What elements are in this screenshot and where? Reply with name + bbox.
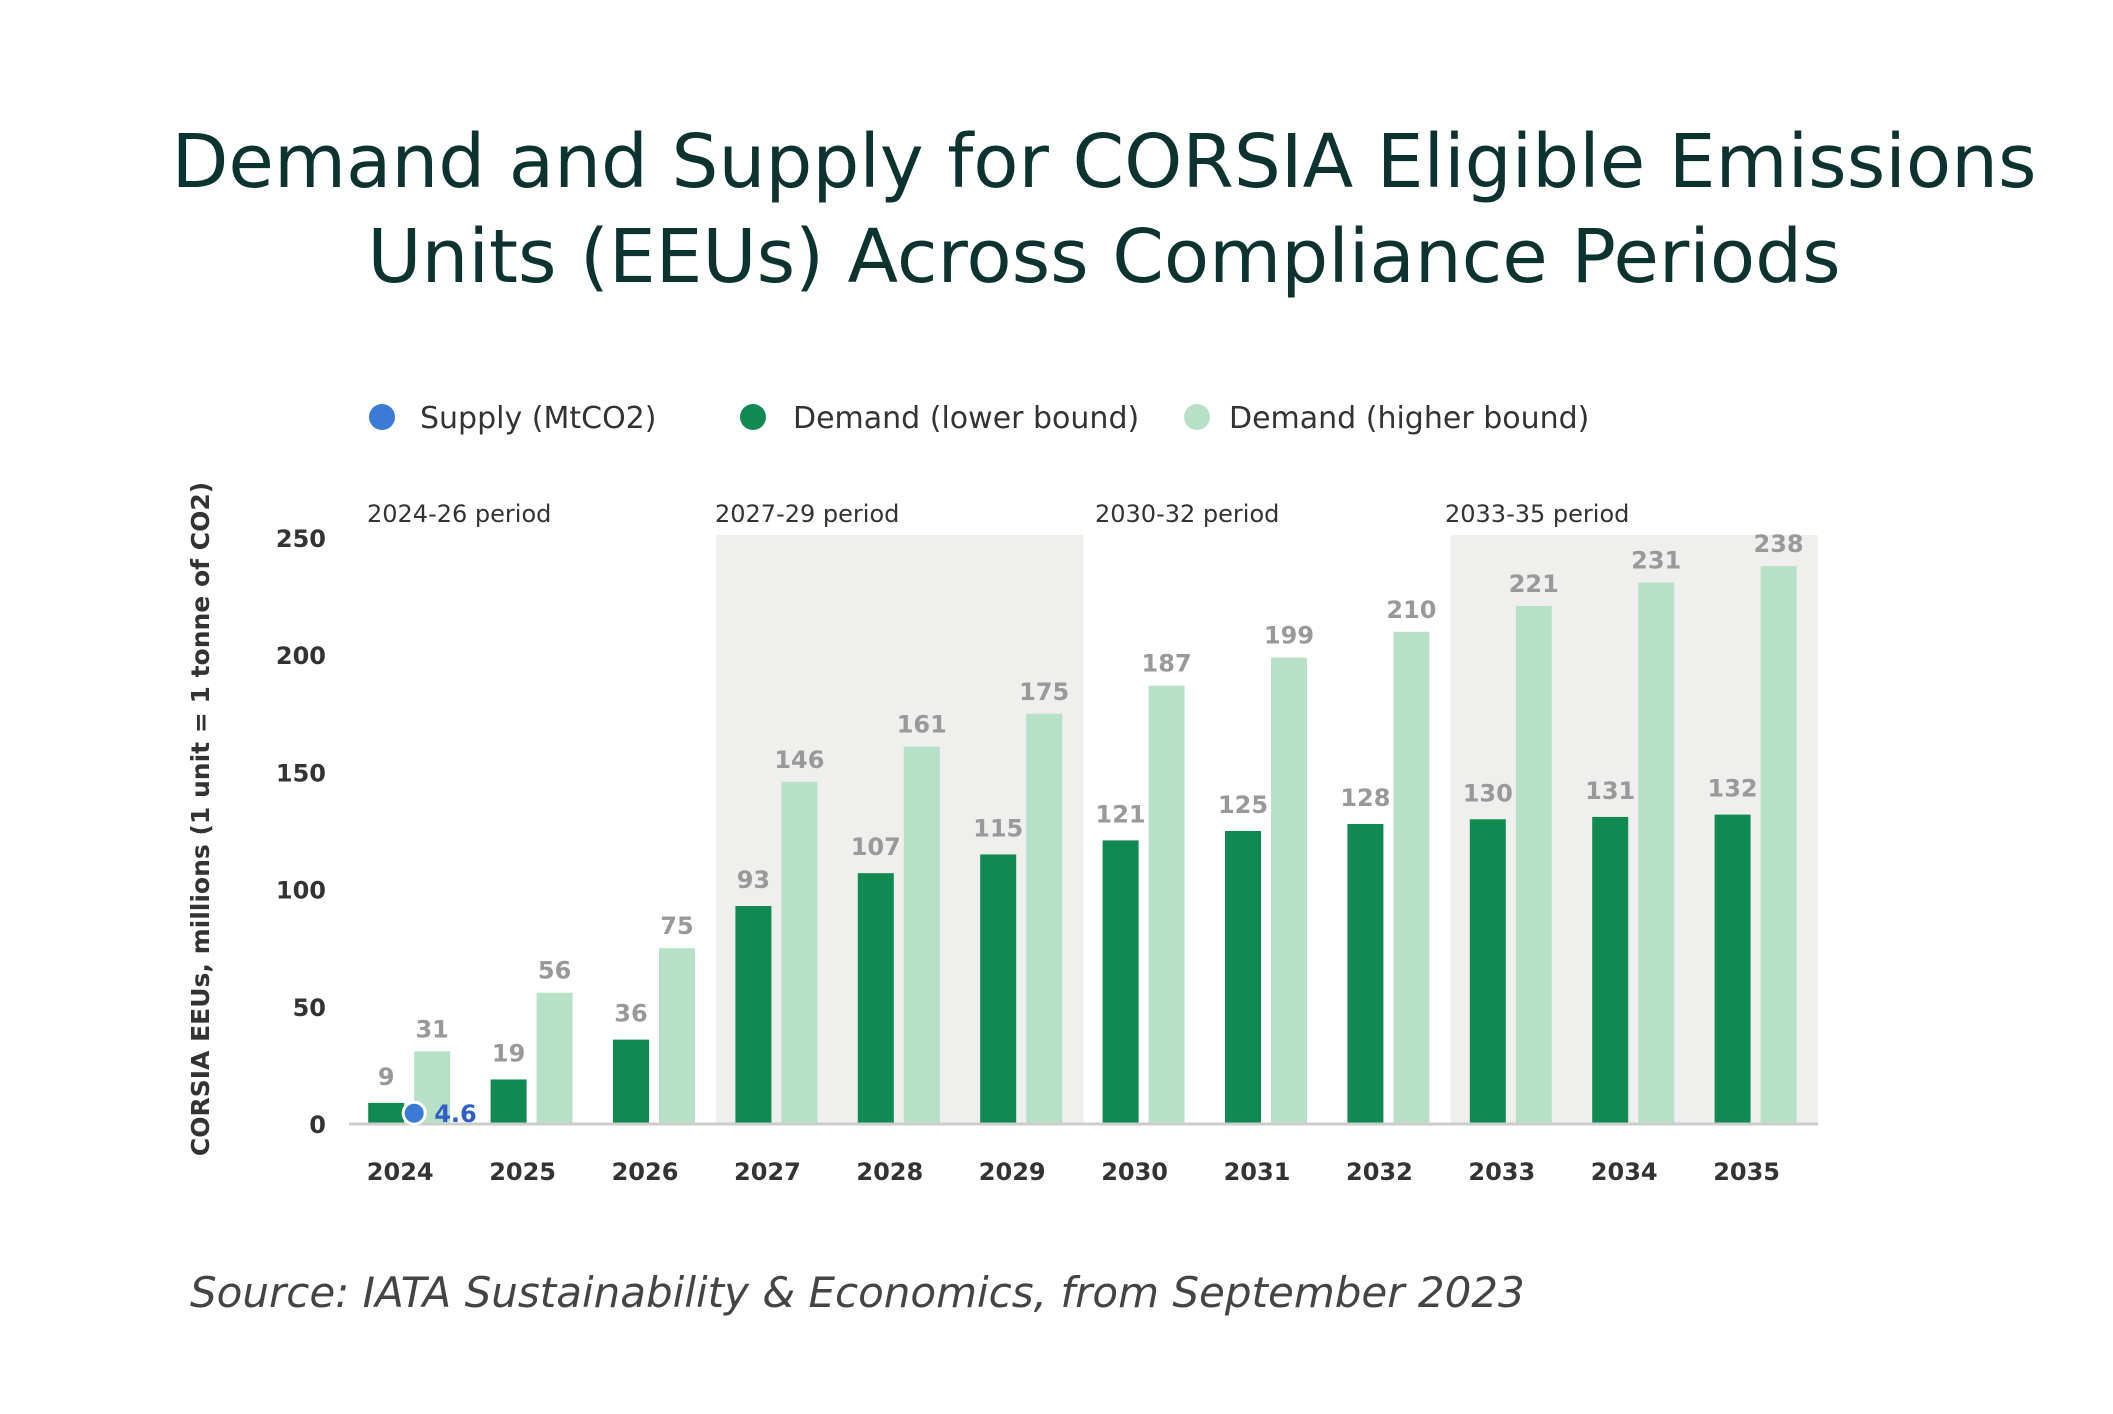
bar-higher-2033: [1515, 605, 1552, 1124]
x-tick-label: 2034: [1591, 1158, 1658, 1186]
bar-lower-2030: [1102, 840, 1139, 1124]
bar-lower-2031: [1225, 831, 1261, 1124]
supply-point-2024: [401, 1100, 427, 1126]
value-label-lower-2026: 36: [614, 1000, 647, 1028]
x-tick-label: 2025: [489, 1158, 556, 1186]
period-label-2027-29: 2027-29 period: [715, 500, 899, 528]
value-label-higher-2032: 210: [1386, 596, 1436, 624]
legend-higher-marker: [1184, 404, 1210, 430]
chart-title-line-2: Units (EEUs) Across Compliance Periods: [367, 214, 1840, 300]
legend-supply-marker: [369, 404, 395, 430]
value-label-lower-2025: 19: [492, 1039, 525, 1067]
value-label-higher-2030: 187: [1142, 650, 1192, 678]
bar-lower-2035: [1714, 814, 1751, 1124]
value-label-lower-2033: 130: [1463, 779, 1513, 807]
legend: Supply (MtCO2) Demand (lower bound) Dema…: [369, 401, 1589, 436]
value-label-lower-2024: 9: [378, 1063, 395, 1091]
x-axis-ticks: 2024 2025 2026 2027 2028 2029 2030 2031 2032 2033…: [367, 1158, 1780, 1186]
value-label-lower-2029: 115: [973, 814, 1023, 842]
value-label-lower-2034: 131: [1585, 777, 1635, 805]
period-label-2024-26: 2024-26 period: [367, 500, 551, 528]
x-tick-label: 2028: [856, 1158, 923, 1186]
bar-lower-2034: [1592, 816, 1629, 1124]
bar-higher-2026: [659, 948, 695, 1124]
x-tick-label: 2027: [734, 1158, 801, 1186]
value-label-lower-2030: 121: [1096, 800, 1146, 828]
x-tick-label: 2035: [1713, 1158, 1780, 1186]
y-tick-label: 0: [309, 1111, 326, 1139]
bar-lower-2029: [980, 854, 1017, 1124]
y-tick-label: 200: [276, 642, 326, 670]
value-label-higher-2026: 75: [660, 912, 693, 940]
period-shade-2033: [1450, 535, 1818, 1124]
bar-higher-2030: [1148, 685, 1185, 1124]
bar-higher-2028: [903, 746, 940, 1124]
value-label-lower-2035: 132: [1708, 775, 1758, 803]
period-shade-2027: [716, 535, 1084, 1124]
bar-higher-2035: [1760, 566, 1797, 1124]
source-note: Source: IATA Sustainability & Economics,…: [190, 1268, 1525, 1317]
x-tick-label: 2030: [1101, 1158, 1168, 1186]
bar-lower-2028: [857, 873, 894, 1124]
y-tick-label: 250: [276, 525, 326, 553]
value-label-higher-2035: 238: [1754, 530, 1804, 558]
x-tick-label: 2032: [1346, 1158, 1413, 1186]
x-tick-label: 2026: [612, 1158, 679, 1186]
legend-lower-label: Demand (lower bound): [793, 401, 1139, 436]
bar-higher-2031: [1271, 657, 1307, 1124]
x-tick-label: 2031: [1224, 1158, 1291, 1186]
x-tick-label: 2033: [1468, 1158, 1535, 1186]
period-label-2030-32: 2030-32 period: [1095, 500, 1279, 528]
value-label-higher-2033: 221: [1509, 570, 1559, 598]
bar-lower-2027: [735, 906, 772, 1124]
value-label-higher-2029: 175: [1019, 678, 1069, 706]
y-tick-label: 100: [276, 877, 326, 905]
supply-series: 4.6: [401, 1100, 477, 1128]
bar-lower-2024: [368, 1102, 405, 1124]
y-tick-label: 150: [276, 759, 326, 787]
value-label-higher-2025: 56: [538, 957, 571, 985]
x-tick-label: 2029: [979, 1158, 1046, 1186]
bar-lower-2025: [490, 1079, 527, 1124]
legend-higher-label: Demand (higher bound): [1229, 401, 1589, 436]
bar-lower-2032: [1347, 823, 1384, 1124]
y-axis-ticks: 0 50 100 150 200 250: [276, 525, 326, 1139]
legend-lower-marker: [740, 404, 766, 430]
value-label-higher-2024: 31: [415, 1015, 448, 1043]
bar-higher-2034: [1638, 582, 1675, 1124]
bar-higher-2032: [1393, 631, 1430, 1124]
chart-title-line-1: Demand and Supply for CORSIA Eligible Em…: [171, 119, 2036, 205]
value-label-lower-2032: 128: [1340, 784, 1390, 812]
y-axis-label: CORSIA EEUs, millions (1 unit = 1 tonne …: [186, 482, 215, 1156]
bar-lower-2026: [613, 1039, 649, 1124]
value-label-higher-2031: 199: [1264, 622, 1314, 650]
value-label-higher-2028: 161: [897, 711, 947, 739]
supply-value-label: 4.6: [434, 1100, 477, 1128]
value-label-lower-2027: 93: [737, 866, 770, 894]
value-label-higher-2034: 231: [1631, 547, 1681, 575]
period-shading: [716, 535, 1818, 1124]
bar-higher-2025: [536, 992, 573, 1124]
bars: 9 31 19 56 36 75 93 146 107 161 115 175 121 187 125 199…: [368, 530, 1804, 1124]
legend-supply-label: Supply (MtCO2): [420, 401, 656, 436]
bar-lower-2033: [1469, 819, 1506, 1124]
y-tick-label: 50: [293, 994, 326, 1022]
period-label-2033-35: 2033-35 period: [1445, 500, 1629, 528]
bar-higher-2029: [1026, 713, 1063, 1124]
value-label-higher-2027: 146: [774, 746, 824, 774]
value-label-lower-2031: 125: [1218, 791, 1268, 819]
bar-higher-2027: [781, 781, 818, 1124]
x-tick-label: 2024: [367, 1158, 434, 1186]
value-label-lower-2028: 107: [851, 833, 901, 861]
